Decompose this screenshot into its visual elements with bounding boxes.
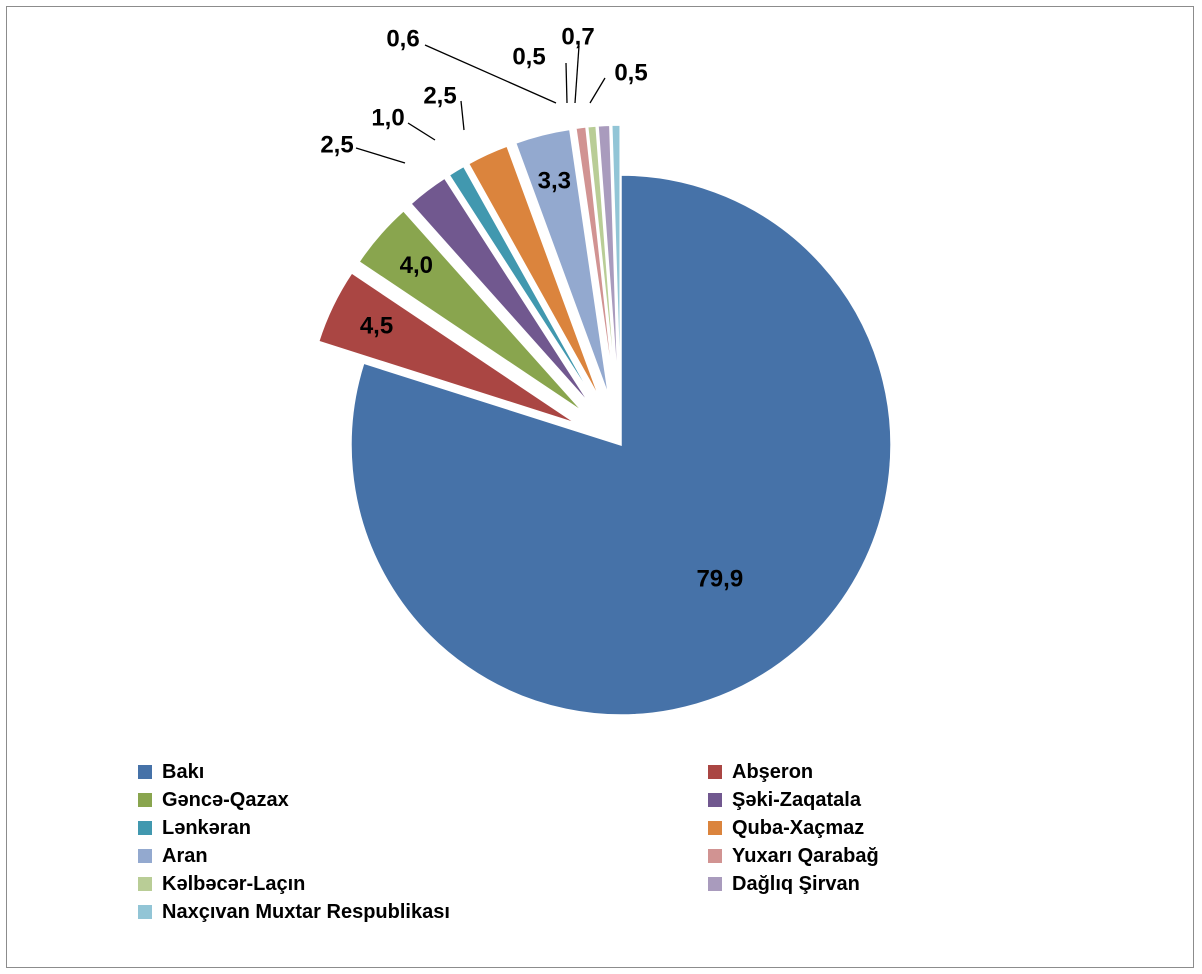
- legend-label: Quba-Xaçmaz: [732, 816, 865, 839]
- legend-swatch: [138, 849, 152, 863]
- pie-slice: [586, 125, 618, 396]
- data-label: 1,0: [371, 104, 404, 131]
- pie-slice: [317, 271, 577, 425]
- leader-line: [565, 62, 568, 104]
- data-label: 79,9: [696, 565, 743, 592]
- legend-swatch: [138, 821, 152, 835]
- legend-item-baki: Bakı: [138, 758, 204, 786]
- pie-slice: [597, 124, 620, 396]
- pie-slice: [409, 177, 592, 406]
- legend-swatch: [138, 765, 152, 779]
- legend-swatch: [138, 905, 152, 919]
- legend-item-lenkeran: Lənkəran: [138, 814, 251, 842]
- legend-item-abseron: Abşeron: [708, 758, 813, 786]
- data-label: 4,0: [400, 252, 433, 279]
- pie-slice: [357, 209, 584, 413]
- pie-slice: [514, 128, 610, 397]
- legend-item-dagliq-sirvan: Dağlıq Şirvan: [708, 870, 860, 898]
- legend-swatch: [138, 877, 152, 891]
- legend-label: Naxçıvan Muxtar Respublikası: [162, 900, 450, 923]
- leader-line: [460, 100, 465, 131]
- data-label: 0,7: [561, 23, 594, 50]
- legend-item-yuxari-qarabag: Yuxarı Qarabağ: [708, 842, 879, 870]
- leader-line: [407, 122, 436, 141]
- leader-line: [355, 147, 406, 164]
- data-label: 0,6: [386, 25, 419, 52]
- data-label: 2,5: [423, 82, 456, 109]
- legend-item-aran: Aran: [138, 842, 208, 870]
- pie-slice: [467, 145, 601, 400]
- pie-slice: [448, 165, 596, 403]
- leader-line: [574, 45, 580, 104]
- legend-label: Aran: [162, 844, 208, 867]
- legend-item-quba-xacmaz: Quba-Xaçmaz: [708, 814, 864, 842]
- legend-item-seki-zaqatala: Şəki-Zaqatala: [708, 786, 861, 814]
- pie-slices: [317, 124, 892, 716]
- leader-line: [589, 77, 606, 104]
- legend-label: Lənkəran: [162, 816, 251, 839]
- legend-swatch: [708, 821, 722, 835]
- pie-slice: [574, 126, 616, 396]
- legend-swatch: [708, 849, 722, 863]
- data-label: 0,5: [512, 43, 545, 70]
- data-labels: 79,9 4,5 4,0 2,5 1,0 2,5 3,3 0,6 0,5 0,7 0,5: [320, 23, 743, 592]
- leader-line: [424, 44, 557, 104]
- pie-slice: [350, 174, 892, 716]
- legend-label: Dağlıq Şirvan: [732, 872, 860, 895]
- legend-swatch: [708, 793, 722, 807]
- data-label: 2,5: [320, 131, 353, 158]
- legend-label: Bakı: [162, 760, 205, 783]
- legend-item-kelbecer-lacin: Kəlbəcər-Laçın: [138, 870, 305, 898]
- legend-item-gence-qazax: Gəncə-Qazax: [138, 786, 289, 814]
- legend-label: Kəlbəcər-Laçın: [162, 872, 306, 895]
- legend-item-naxcivan: Naxçıvan Muxtar Respublikası: [138, 898, 450, 926]
- legend-swatch: [138, 793, 152, 807]
- leader-lines: [355, 44, 606, 164]
- legend-label: Gəncə-Qazax: [162, 788, 289, 811]
- data-label: 3,3: [538, 167, 571, 194]
- data-label: 4,5: [360, 312, 393, 339]
- pie-slice: [610, 124, 621, 396]
- legend-label: Abşeron: [732, 760, 814, 783]
- legend-swatch: [708, 765, 722, 779]
- legend-swatch: [708, 877, 722, 891]
- legend-label: Şəki-Zaqatala: [732, 788, 861, 811]
- legend-label: Yuxarı Qarabağ: [732, 844, 879, 867]
- data-label: 0,5: [614, 59, 647, 86]
